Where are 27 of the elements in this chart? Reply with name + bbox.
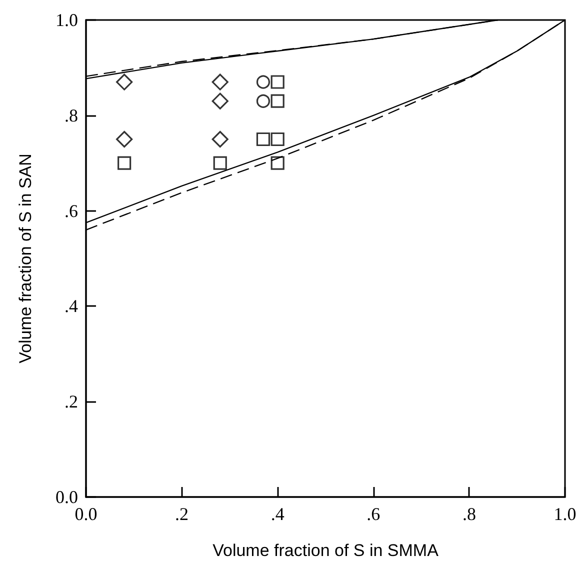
y-tick-label: .2 [64,392,78,412]
point [213,156,227,170]
y-tick-label: 0.0 [56,487,78,507]
point [270,75,284,89]
point [212,130,228,148]
y-tick-label: .6 [64,200,78,221]
x-tick-label: .2 [175,504,189,524]
point [256,132,270,146]
point [212,92,228,110]
point [116,130,133,148]
y-tick-label: .8 [64,105,78,126]
x-axis-title: Volume fraction of S in SMMA [212,541,440,560]
point [256,94,270,108]
point [270,156,284,170]
point [116,74,133,90]
x-tick-label: .8 [462,504,476,524]
y-tick-label: 1.0 [56,10,78,30]
x-tick-label: .4 [270,504,284,524]
x-tick-label: .6 [366,504,380,524]
point [212,74,228,90]
point [270,94,284,108]
point [256,75,270,89]
x-tick-label: 1.0 [554,504,576,524]
y-axis-title: Volume fraction of S in SAN [16,154,35,364]
y-tick-label: .4 [64,296,78,316]
point [118,156,132,170]
point [270,132,284,146]
